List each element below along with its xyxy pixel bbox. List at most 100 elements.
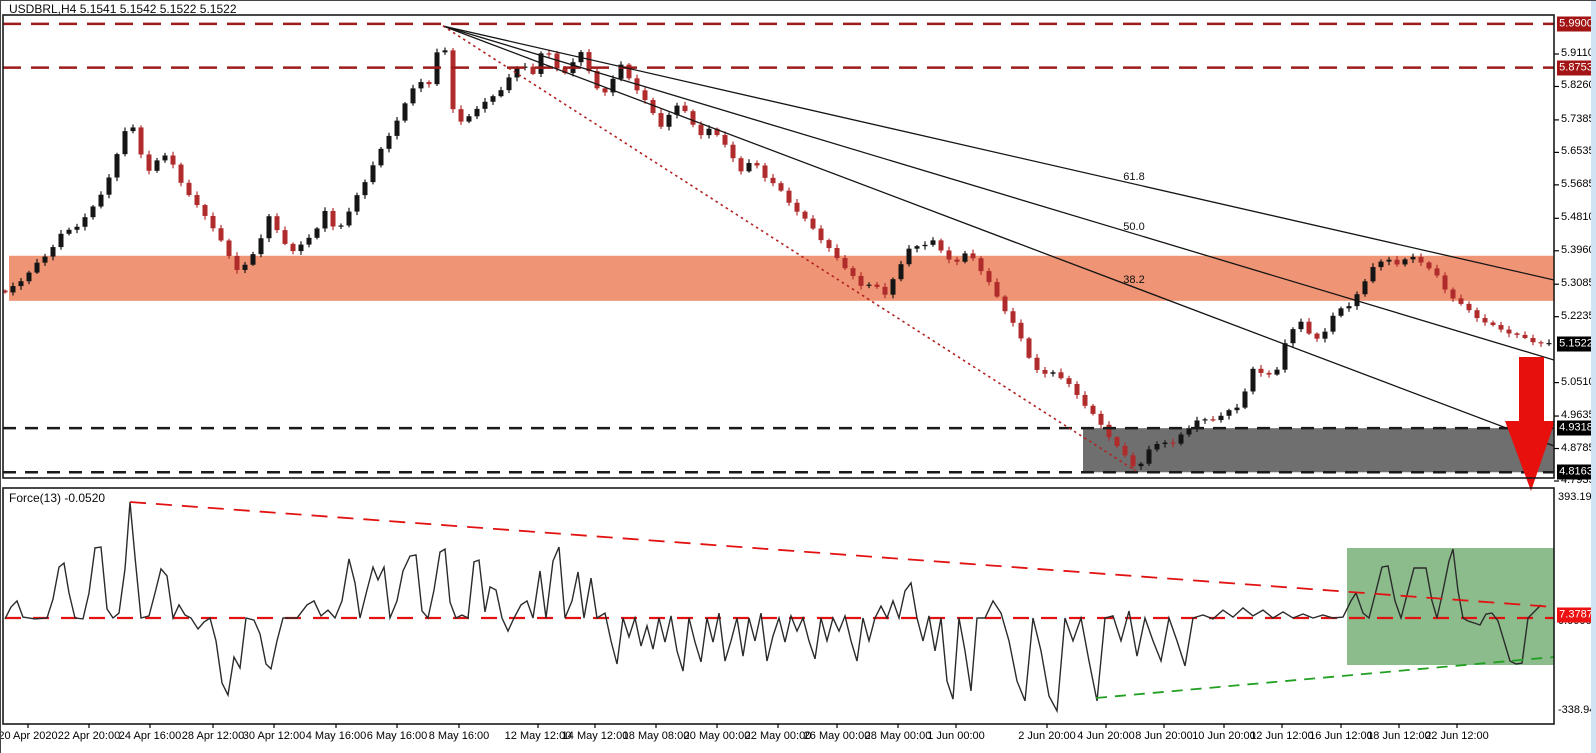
candle-body xyxy=(250,254,256,265)
y-axis-label-5.9110: 5.9110 xyxy=(1561,47,1594,59)
candle-body xyxy=(98,194,104,207)
candle-body xyxy=(1530,337,1536,343)
x-axis-label: 6 May 16:00 xyxy=(366,730,428,742)
fib-fan-label-61.8: 61.8 xyxy=(1123,171,1145,183)
candle-body xyxy=(74,226,80,230)
candle-body xyxy=(1338,308,1344,316)
candle-body xyxy=(626,64,632,79)
candle-body xyxy=(1146,449,1152,464)
candle-body xyxy=(346,211,352,226)
fib-fan-label-50.0: 50.0 xyxy=(1123,221,1145,233)
candle-body xyxy=(714,128,720,136)
candle-body xyxy=(354,195,360,212)
candle-body xyxy=(282,230,288,244)
candle-body xyxy=(786,190,792,203)
candle-body xyxy=(378,148,384,166)
candle-body xyxy=(706,128,712,136)
candle-body xyxy=(186,182,192,196)
candle-body xyxy=(962,253,968,262)
candle-body xyxy=(170,155,176,165)
candle-body xyxy=(210,215,216,229)
candle-body xyxy=(530,66,536,74)
candle-body xyxy=(298,244,304,252)
candle-body xyxy=(1258,368,1264,373)
panel-splitter[interactable] xyxy=(1,478,1554,488)
candle-body xyxy=(930,240,936,245)
candle-body xyxy=(1090,405,1096,414)
x-axis-label: 12 May 12:00 xyxy=(504,730,572,742)
candle-body xyxy=(1306,321,1312,334)
candle-body xyxy=(66,229,72,234)
candle-body xyxy=(778,183,784,191)
candle-body xyxy=(330,210,336,227)
candle-body xyxy=(1018,322,1024,339)
candle-body xyxy=(874,284,880,287)
candle-body xyxy=(1162,442,1168,445)
candle-body xyxy=(618,64,624,79)
candle-body xyxy=(1386,259,1392,262)
price-badge-4.9318: 4.9318 xyxy=(1557,420,1595,436)
candle-body xyxy=(370,165,376,183)
candle-body xyxy=(682,105,688,112)
candle-body xyxy=(1202,419,1208,421)
x-axis-label: 22 Jun 12:00 xyxy=(1425,730,1489,742)
candle-body xyxy=(946,250,952,260)
candle-body xyxy=(1234,407,1240,411)
candle-body xyxy=(1034,357,1040,370)
candle-body xyxy=(674,105,680,115)
candle-body xyxy=(242,264,248,270)
candle-body xyxy=(26,272,32,282)
symbol-ohlc-readout: USDBRL,H4 5.1541 5.1542 5.1522 5.1522 xyxy=(9,2,237,16)
candle-body xyxy=(1402,259,1408,265)
candle-body xyxy=(666,114,672,127)
candle-body xyxy=(506,77,512,91)
candle-body xyxy=(1522,334,1528,338)
candle-body xyxy=(306,237,312,245)
x-axis-label: 22 May 00:00 xyxy=(744,730,812,742)
x-axis-label: 20 May 00:00 xyxy=(683,730,751,742)
candle-body xyxy=(1266,372,1272,375)
sell-arrow-body xyxy=(1519,357,1544,423)
y-axis-label-5.8260: 5.8260 xyxy=(1561,79,1595,92)
candle-body xyxy=(698,124,704,136)
candle-body xyxy=(730,144,736,159)
y-axis-label-5.5685: 5.5685 xyxy=(1561,177,1595,190)
candle-body xyxy=(970,253,976,259)
candle-body xyxy=(866,284,872,286)
candle-body xyxy=(906,248,912,265)
candle-body xyxy=(290,243,296,252)
candle-body xyxy=(610,78,616,93)
candle-body xyxy=(490,96,496,102)
candle-body xyxy=(1082,394,1088,406)
candle-body xyxy=(802,211,808,219)
candle-body xyxy=(1410,256,1416,260)
x-axis-label: 12 Jun 12:00 xyxy=(1250,730,1314,742)
candle-body xyxy=(938,240,944,251)
candle-body xyxy=(122,131,128,155)
candle-body xyxy=(1370,267,1376,282)
candle-body xyxy=(154,160,160,171)
candle-body xyxy=(1378,261,1384,268)
candle-body xyxy=(1066,378,1072,384)
candle-body xyxy=(1186,428,1192,435)
candle-body xyxy=(410,88,416,104)
candle-body xyxy=(106,177,112,195)
candle-body xyxy=(1218,415,1224,421)
indicator-axis-label-393.1925: 393.1925 xyxy=(1558,491,1596,503)
candle-body xyxy=(1010,311,1016,323)
price-panel-border xyxy=(2,14,1555,479)
y-axis-label-5.3085: 5.3085 xyxy=(1561,277,1595,290)
candle-body xyxy=(978,258,984,272)
candle-body xyxy=(42,256,48,263)
candle-body xyxy=(1026,338,1032,358)
x-axis-label: 8 May 16:00 xyxy=(428,730,490,742)
dotted-trendline xyxy=(442,25,1137,472)
candle-body xyxy=(1346,306,1352,309)
candle-body xyxy=(114,154,120,178)
x-axis-label: 18 May 08:00 xyxy=(622,730,690,742)
x-axis-label: 30 Apr 12:00 xyxy=(242,730,306,742)
indicator-level-badge: 7.3787 xyxy=(1557,607,1595,623)
candle-body xyxy=(474,108,480,117)
